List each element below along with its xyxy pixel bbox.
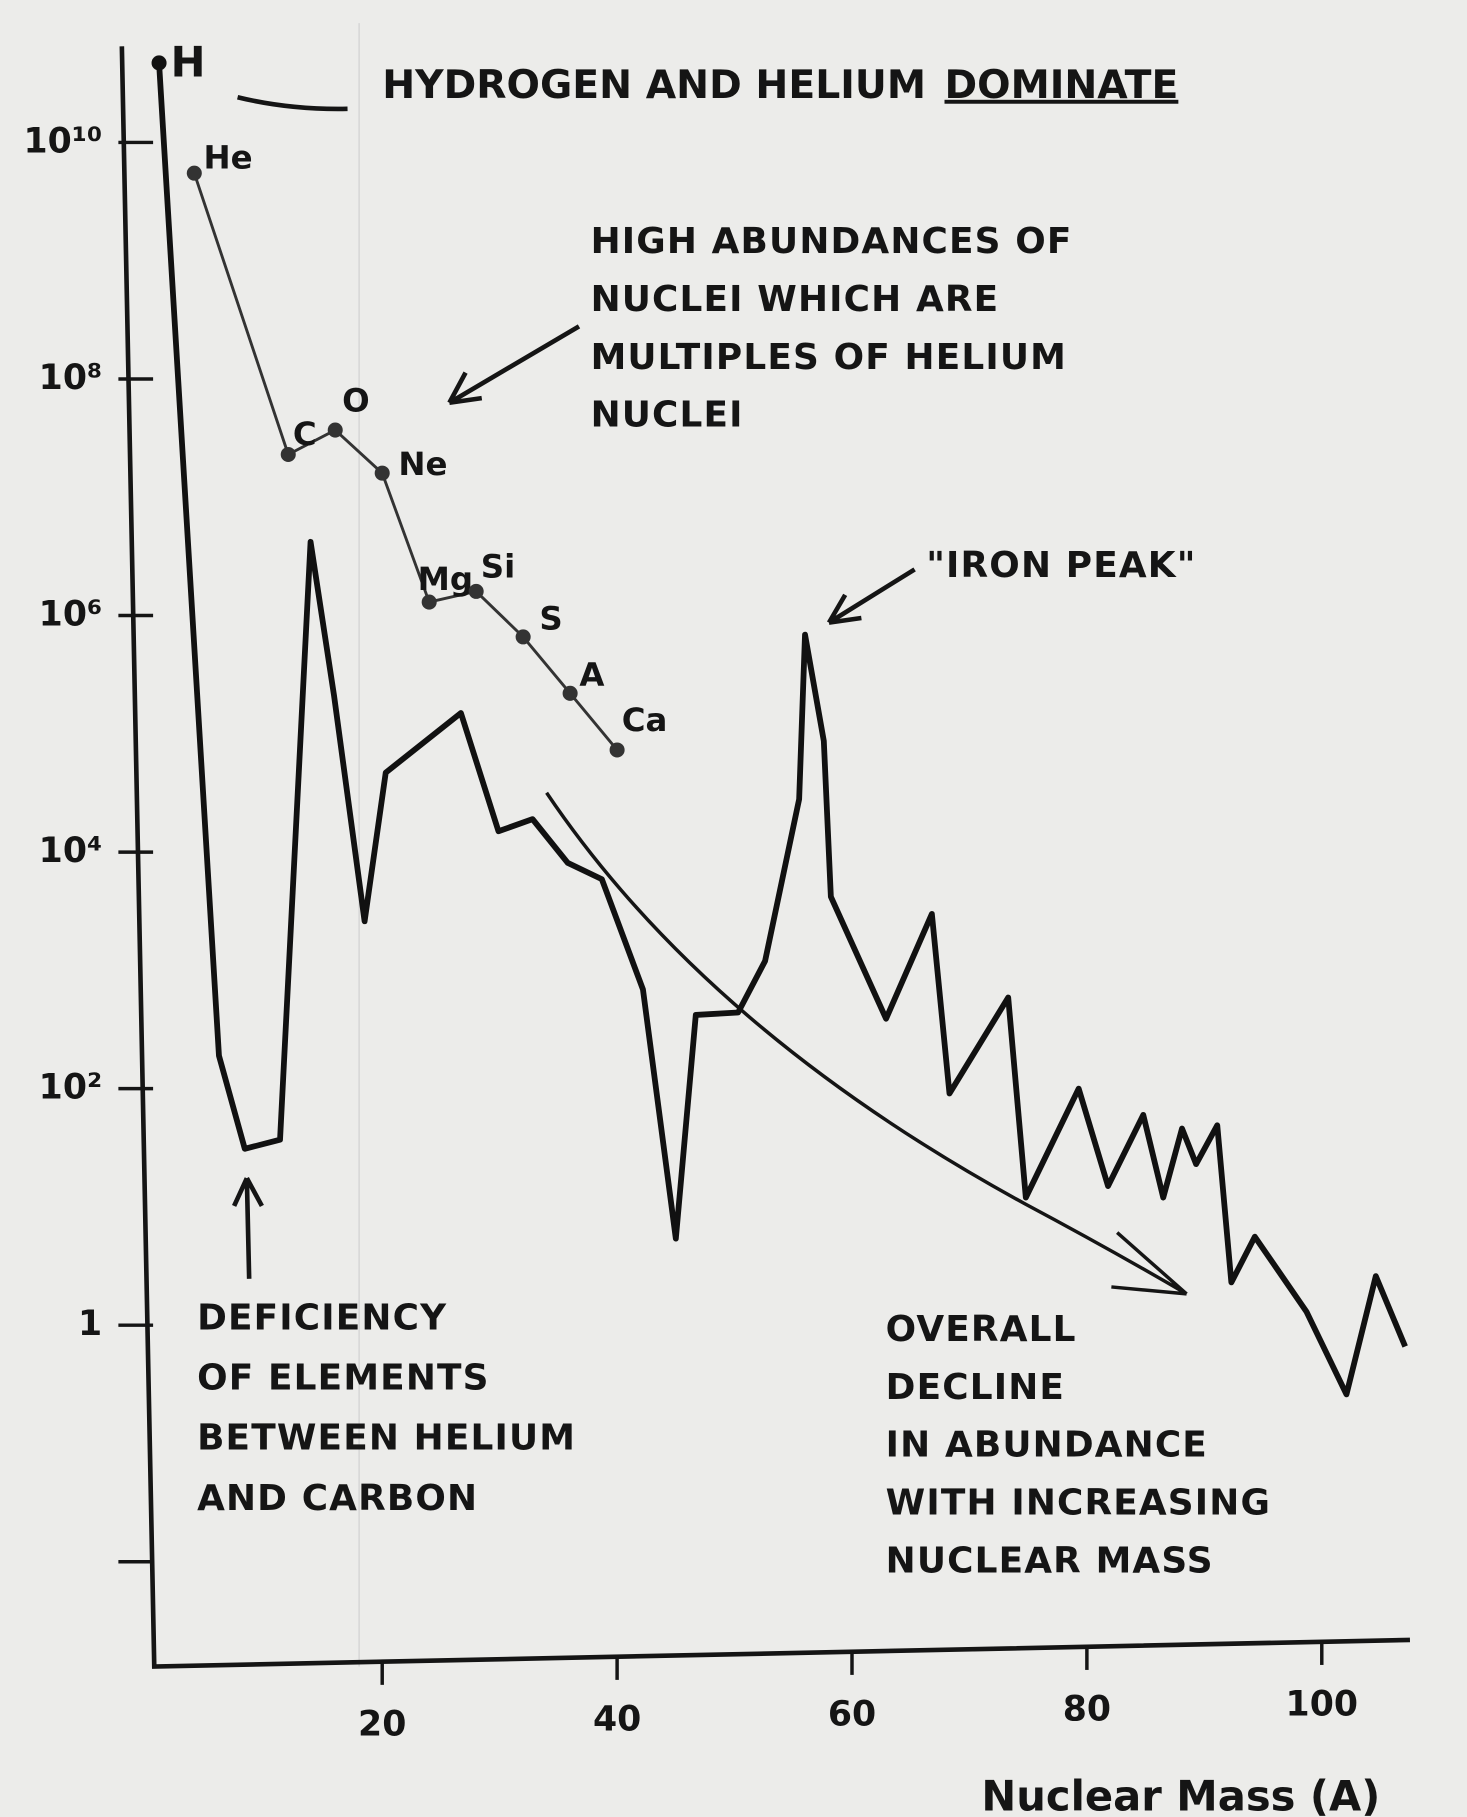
data-point bbox=[152, 55, 167, 70]
y-tick-label: 10⁴ bbox=[39, 831, 102, 871]
chart-title: HYDROGEN AND HELIUM DOMINATE bbox=[382, 61, 1178, 107]
y-tick-label: 10² bbox=[39, 1068, 102, 1108]
annotation-line: BETWEEN HELIUM bbox=[197, 1418, 576, 1459]
annotation-line: OVERALL bbox=[886, 1309, 1077, 1350]
y-tick-label: 10⁶ bbox=[39, 595, 102, 635]
data-point bbox=[375, 466, 390, 481]
x-tick-label: 80 bbox=[1063, 1689, 1111, 1729]
data-point bbox=[328, 423, 343, 438]
data-point bbox=[187, 166, 202, 181]
title-text: HYDROGEN AND HELIUM bbox=[382, 61, 926, 107]
data-point bbox=[516, 629, 531, 644]
annotation-line: OF ELEMENTS bbox=[197, 1358, 490, 1399]
point-label: Mg bbox=[418, 560, 473, 598]
x-tick-label: 20 bbox=[358, 1704, 406, 1744]
y-tick-label: 10⁸ bbox=[39, 358, 102, 398]
annotation-line: DECLINE bbox=[886, 1367, 1065, 1408]
point-label: C bbox=[293, 415, 317, 453]
point-label: O bbox=[342, 381, 370, 419]
point-label: Ca bbox=[622, 701, 668, 739]
annotation-line: "IRON PEAK" bbox=[926, 545, 1196, 586]
annotation-line: WITH INCREASING bbox=[886, 1483, 1271, 1524]
annotation-line: MULTIPLES OF HELIUM bbox=[591, 337, 1067, 378]
x-tick-label: 100 bbox=[1286, 1684, 1358, 1724]
annotation-line: HIGH ABUNDANCES OF bbox=[591, 221, 1073, 262]
annotation-line: NUCLEI WHICH ARE bbox=[591, 279, 1000, 320]
point-label: Ne bbox=[398, 445, 447, 483]
annotation-line: DEFICIENCY bbox=[197, 1297, 447, 1338]
data-point bbox=[469, 584, 484, 599]
point-label: A bbox=[579, 656, 604, 694]
x-tick-label: 40 bbox=[593, 1699, 641, 1739]
y-tick-label: 10¹⁰ bbox=[23, 121, 102, 161]
x-axis-label: Nuclear Mass (A) bbox=[981, 1772, 1380, 1817]
annotation-line: NUCLEAR MASS bbox=[886, 1540, 1214, 1581]
point-label: S bbox=[539, 600, 562, 638]
data-point bbox=[563, 686, 578, 701]
y-tick-label: 1 bbox=[78, 1304, 102, 1344]
annotation-line: AND CARBON bbox=[197, 1478, 478, 1519]
point-label: He bbox=[204, 138, 253, 176]
x-tick-label: 60 bbox=[828, 1694, 876, 1734]
annotation-line: NUCLEI bbox=[591, 395, 744, 436]
chart: HYDROGEN AND HELIUM DOMINATE Nuclear Mass… bbox=[0, 0, 1467, 1817]
point-label: Si bbox=[481, 547, 515, 585]
point-label: H bbox=[171, 37, 206, 86]
title-emphasis: DOMINATE bbox=[945, 61, 1179, 107]
paper bbox=[0, 0, 1466, 1817]
data-point bbox=[610, 742, 625, 757]
annotation-line: IN ABUNDANCE bbox=[886, 1425, 1208, 1466]
